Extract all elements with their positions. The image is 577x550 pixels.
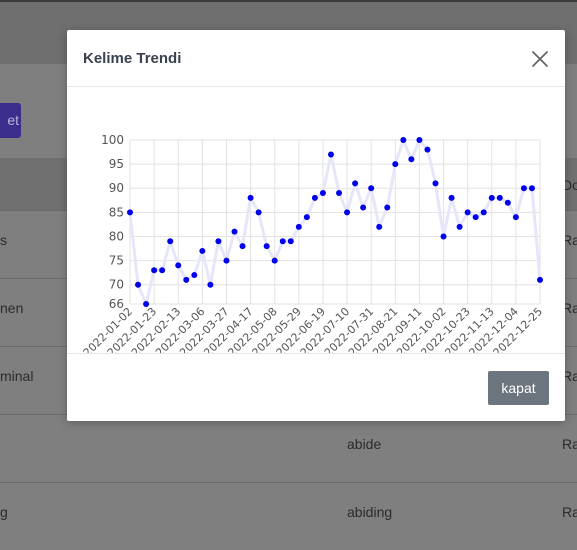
data-point [279,238,286,245]
data-point [440,233,447,240]
data-point [151,267,158,274]
series-line [128,135,542,309]
data-point [191,272,198,279]
data-point [344,209,351,216]
y-tick-label: 90 [109,181,124,195]
data-point [215,238,222,245]
data-point [352,180,359,187]
table-row[interactable]: abide Ra [0,414,577,482]
data-point [167,238,174,245]
close-button[interactable] [529,48,551,70]
data-point [488,194,495,201]
row-cell-right: Ra [562,504,577,520]
y-tick-label: 85 [109,205,124,219]
data-point [271,257,278,264]
row-cell-mid: abide [347,436,382,452]
data-point [183,276,190,283]
modal-footer: kapat [67,353,565,421]
data-point [408,156,415,163]
data-point [336,190,343,197]
table-row[interactable]: g abiding Ra [0,482,577,550]
data-point [319,190,326,197]
data-point [255,209,262,216]
data-point [416,137,423,143]
modal-title: Kelime Trendi [83,50,182,67]
data-point [384,204,391,211]
data-point [456,223,463,230]
data-point [303,214,310,221]
data-point [239,243,246,250]
data-point [360,204,367,211]
data-point [464,209,471,216]
trend-chart: 667075808590951002022-01-022022-01-23202… [81,133,545,353]
y-tick-label: 70 [109,278,124,292]
data-point [207,281,214,288]
data-point [175,262,182,269]
table-header-cell: Do [562,177,577,193]
data-point [231,228,238,235]
data-point [159,267,166,274]
row-cell-left: g [0,504,8,520]
data-point [496,194,503,201]
data-point [512,214,519,221]
data-point [143,301,150,307]
data-point [528,185,535,192]
data-point [480,209,487,216]
data-point [472,214,479,221]
row-cell-left: nen [0,300,24,316]
data-point [432,180,439,187]
background-action-button[interactable]: et [0,103,21,138]
top-bar [0,0,577,2]
data-point [537,276,543,283]
row-cell-left: minal [0,368,34,384]
data-point [287,238,294,245]
data-point [295,223,302,230]
data-point [520,185,527,192]
y-tick-label: 75 [109,254,124,268]
data-point [135,281,142,288]
data-point [376,223,383,230]
close-modal-button[interactable]: kapat [488,371,549,405]
row-cell-left: s [0,232,7,248]
data-point [327,151,334,158]
y-tick-label: 80 [109,229,124,243]
data-point [448,194,455,201]
trend-modal: Kelime Trendi 66 70 75 80 85 90 95 100 2022-01-0… [67,30,565,421]
data-point [400,137,407,143]
data-point [263,243,270,250]
data-point [368,185,375,192]
data-point [127,209,133,216]
row-cell-right: Ra [562,300,577,316]
data-point [199,247,206,254]
data-point [223,257,230,264]
row-cell-mid: abiding [347,504,393,520]
data-point [424,146,431,153]
data-point [504,199,511,206]
modal-body: 66 70 75 80 85 90 95 100 2022-01-02 2022-01-23 202… [67,87,565,353]
row-cell-right: Ra [562,232,577,248]
row-cell-right: Ra [562,436,577,452]
close-icon [532,51,548,67]
row-cell-right: Ra [562,368,577,384]
y-tick-label: 66 [109,297,124,311]
data-point [311,194,318,201]
data-point [247,194,254,201]
data-point [392,161,399,168]
y-tick-label: 95 [109,157,124,171]
y-tick-label: 100 [101,133,124,147]
modal-header: Kelime Trendi [67,30,565,87]
